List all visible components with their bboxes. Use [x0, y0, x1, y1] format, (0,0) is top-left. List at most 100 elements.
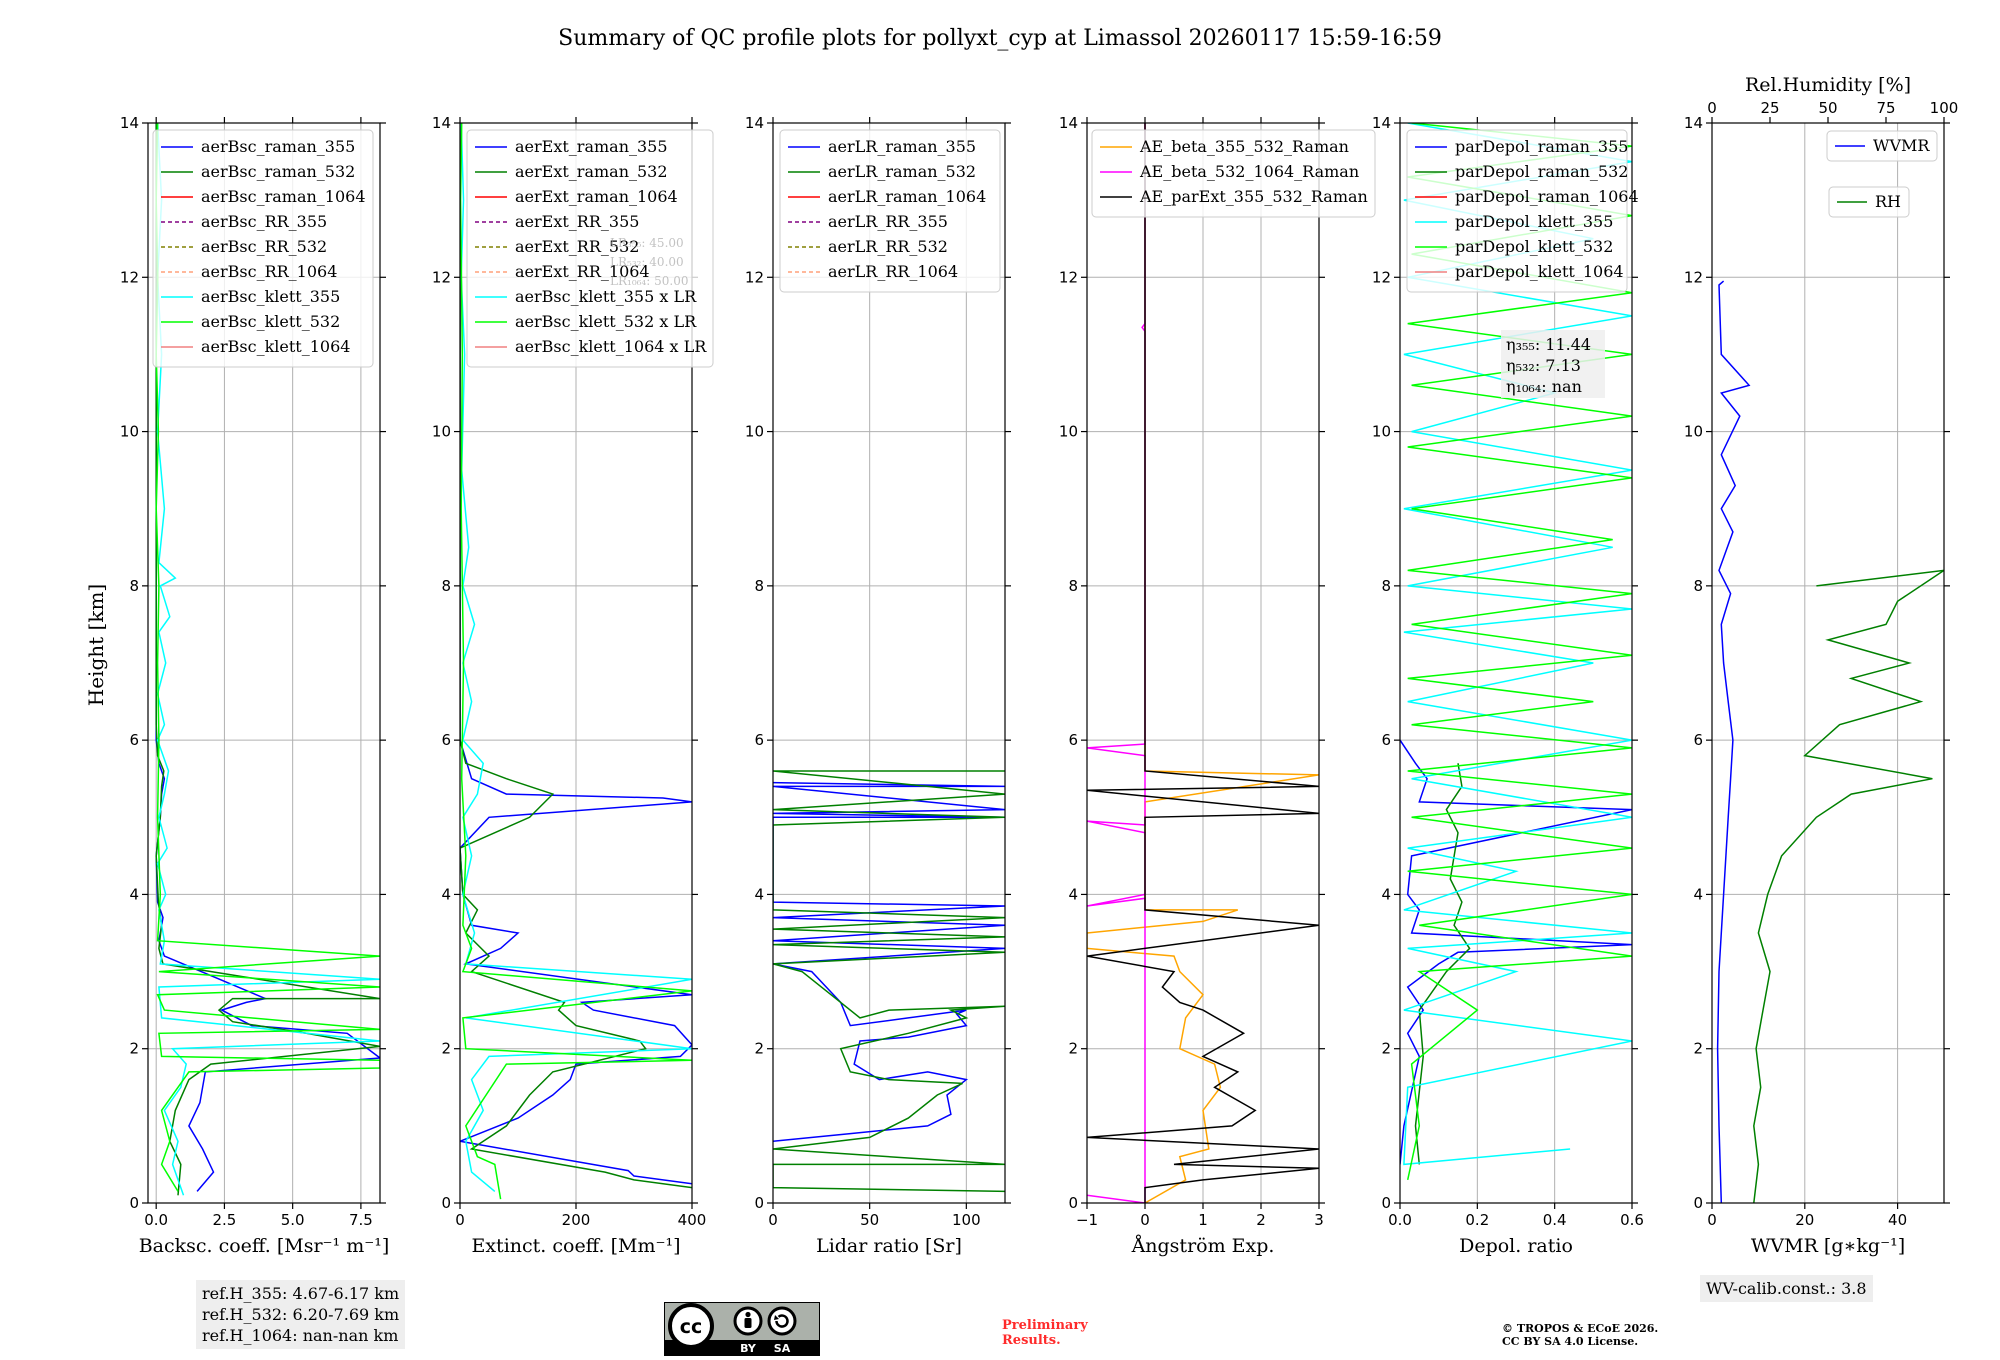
legend-entry: AE_parExt_355_532_Raman [1139, 187, 1368, 206]
y-axis-label: Height [km] [84, 584, 108, 706]
legend-entry: aerExt_raman_1064 [515, 187, 678, 206]
y-tick-label: 10 [745, 423, 764, 441]
y-tick-label: 10 [1372, 423, 1391, 441]
series-AE_parExt_355_532_Raman [1087, 123, 1319, 1203]
series-WVMR [1716, 280, 1751, 1203]
by-label: BY [740, 1342, 757, 1355]
y-tick-label: 2 [129, 1040, 139, 1058]
series-RH [1753, 569, 1944, 1203]
x-axis-label: Extinct. coeff. [Mm⁻¹] [471, 1235, 680, 1257]
x-axis-label: Depol. ratio [1459, 1235, 1573, 1257]
legend-entry: aerExt_RR_355 [515, 212, 639, 231]
legend-entry: aerBsc_raman_1064 [201, 187, 366, 206]
x-tick-label: 0.6 [1620, 1211, 1644, 1229]
series-aerBsc_klett_355 [156, 123, 380, 1196]
y-tick-label: 6 [754, 731, 764, 749]
series-aerBsc_klett_355 x LR [460, 123, 692, 1192]
legend-entry: aerLR_RR_355 [828, 212, 948, 231]
series-parDepol_raman_532 [1414, 763, 1471, 1165]
y-tick-label: 14 [120, 114, 139, 132]
cc-icon [668, 1303, 714, 1349]
ref-height-532: ref.H_532: 6.20-7.69 km [202, 1305, 400, 1324]
legend-entry: aerBsc_RR_355 [201, 212, 327, 231]
y-tick-label: 0 [441, 1194, 451, 1212]
y-tick-label: 12 [1059, 268, 1078, 286]
y-tick-label: 14 [432, 114, 451, 132]
panel-bsc: 0.0 2.5 5.0 7.5 0 2 4 6 8 10 12 14 Backsc. coeff. [M… [120, 114, 389, 1257]
legend-entry: aerExt_RR_1064 [515, 262, 650, 281]
legend-entry: aerBsc_klett_355 x LR [515, 287, 697, 306]
y-tick-label: 6 [441, 731, 451, 749]
legend-entry: aerExt_raman_355 [515, 137, 668, 156]
series-aerExt_raman_532 [460, 123, 692, 1189]
legend-entry: aerLR_raman_1064 [828, 187, 986, 206]
x-tick-label: 0 [768, 1211, 778, 1229]
y-tick-label: 14 [1372, 114, 1391, 132]
x-tick-label: 0 [1140, 1211, 1150, 1229]
legend-entry: aerBsc_klett_355 [201, 287, 340, 306]
series-aerBsc_klett_532 x LR [460, 123, 692, 1200]
legend-box [466, 129, 714, 368]
lidar-ratio-label: LR₁₀₆₄: 50.00 [610, 274, 688, 288]
y-tick-label: 4 [754, 885, 764, 903]
x-tick-label: 0.4 [1543, 1211, 1567, 1229]
reference-height-box: ref.H_355: 4.67-6.17 km ref.H_532: 6.20-… [196, 1280, 406, 1349]
x-tick-label: 50 [860, 1211, 879, 1229]
eta-label: η₁₀₆₄: nan [1506, 377, 1582, 396]
sa-label: SA [774, 1342, 791, 1355]
legend-box [152, 129, 374, 368]
legend-entry: aerBsc_raman_532 [201, 162, 355, 181]
y-tick-label: 4 [1381, 885, 1391, 903]
legend-entry: parDepol_raman_532 [1455, 162, 1628, 181]
panel-ext: 0 200 400 0 2 4 6 8 10 12 14 Extinct. coeff. [Mm⁻¹]… [432, 114, 714, 1257]
ref-height-355: ref.H_355: 4.67-6.17 km [202, 1284, 400, 1303]
x-tick-label: 20 [1795, 1211, 1814, 1229]
axes-frame [1399, 122, 1633, 1204]
legend-entry: aerBsc_klett_1064 x LR [515, 337, 707, 356]
y-tick-label: 4 [1068, 885, 1078, 903]
y-tick-label: 8 [1068, 577, 1078, 595]
preliminary-note: Preliminary Results. [1002, 1318, 1088, 1348]
y-tick-label: 12 [432, 268, 451, 286]
series-group [1716, 280, 1944, 1203]
legend-entry: AE_beta_532_1064_Raman [1139, 162, 1359, 181]
series-group [1087, 123, 1319, 1203]
legend-box [1091, 129, 1376, 218]
y-tick-label: 14 [745, 114, 764, 132]
y-tick-label: 12 [1684, 268, 1703, 286]
y-tick-label: 2 [1068, 1040, 1078, 1058]
legend-entry: AE_beta_355_532_Raman [1139, 137, 1349, 156]
panel-wv: 0 20 40 0 2 4 6 8 10 12 14 WVMR [g∗kg⁻¹] 0 25 50 75 100 R… [1684, 74, 1958, 1257]
x-axis-label: Backsc. coeff. [Msr⁻¹ m⁻¹] [139, 1235, 390, 1257]
y-tick-label: 4 [441, 885, 451, 903]
legend-entry: WVMR [1873, 136, 1930, 155]
y-tick-label: 10 [432, 423, 451, 441]
top-x-tick-label: 0 [1707, 99, 1717, 117]
legend-entry: aerBsc_klett_532 [201, 312, 340, 331]
y-tick-label: 0 [1068, 1194, 1078, 1212]
top-x-tick-label: 100 [1930, 99, 1959, 117]
legend-entry: aerLR_RR_1064 [828, 262, 958, 281]
series-group [773, 770, 1005, 1193]
y-tick-label: 12 [745, 268, 764, 286]
legend-entry: aerBsc_RR_1064 [201, 262, 337, 281]
y-tick-label: 12 [120, 268, 139, 286]
wv-calib-box: WV-calib.const.: 3.8 [1700, 1275, 1873, 1302]
cc-by-sa-license-badge[interactable]: cc BY SA [664, 1302, 820, 1356]
series-group [460, 123, 692, 1200]
series-group [1400, 123, 1632, 1181]
series-aerLR_raman_355 [773, 781, 1005, 1143]
legend-box [1406, 129, 1628, 293]
x-tick-label: 2.5 [212, 1211, 236, 1229]
legend-box [1826, 130, 1938, 162]
eta-label: η₃₅₅: 11.44 [1506, 335, 1591, 354]
panel-dep: 0.0 0.2 0.4 0.6 0 2 4 6 8 10 12 14 Depol. ratio parDe… [1372, 114, 1644, 1257]
y-tick-label: 8 [129, 577, 139, 595]
axes-frame [772, 122, 1006, 1204]
legend-entry: parDepol_klett_1064 [1455, 262, 1624, 281]
legend-box [779, 129, 1001, 293]
x-tick-label: 0.2 [1465, 1211, 1489, 1229]
y-tick-label: 4 [1693, 885, 1703, 903]
copyright-line-1: © TROPOS & ECoE 2026. [1502, 1322, 1659, 1335]
